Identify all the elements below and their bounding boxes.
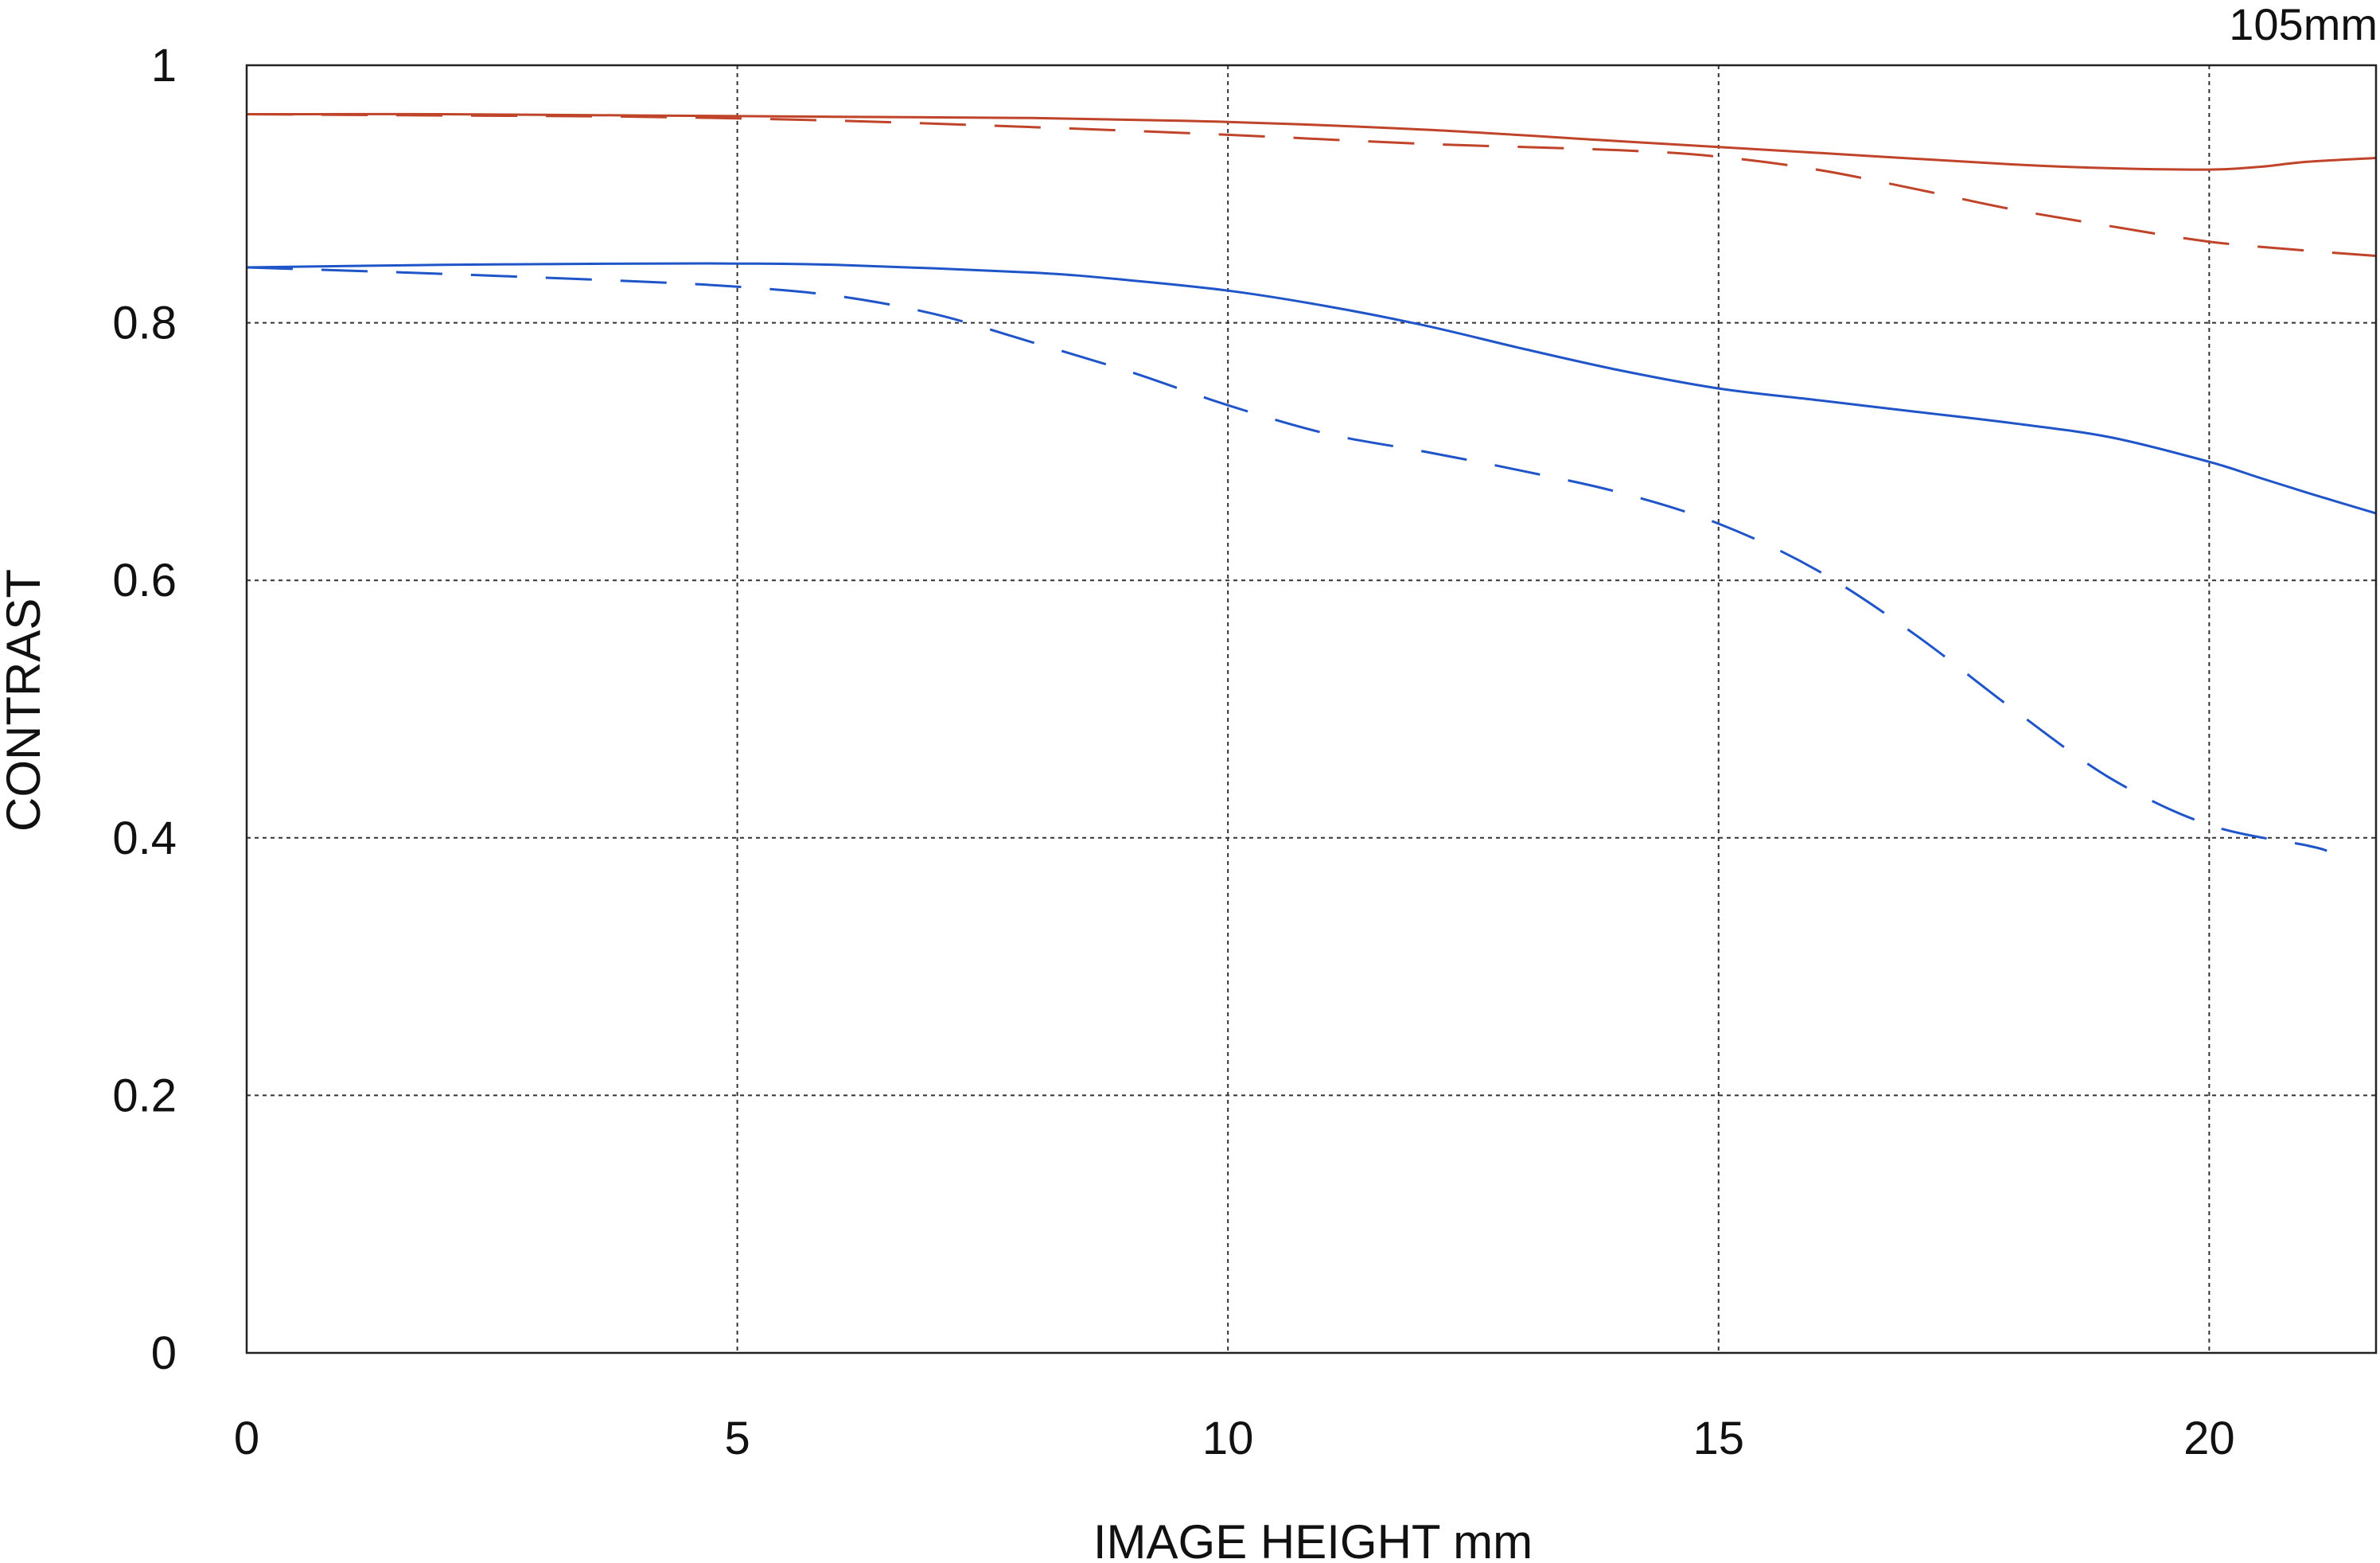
grid-lines: [247, 65, 2376, 1353]
y-tick-label: 0.4: [112, 813, 177, 864]
series-line-1-solid: [246, 112, 2377, 171]
y-tick-label: 1: [151, 40, 177, 92]
plot-frame: [245, 64, 2378, 1354]
series-lines: [246, 112, 2377, 852]
x-tick-label: 10: [1202, 1413, 1254, 1464]
x-tick-label: 0: [234, 1413, 259, 1464]
series-line-4-dashed: [246, 266, 2327, 852]
y-axis-label: CONTRAST: [0, 569, 50, 832]
focal-length-label: 105mm: [2229, 0, 2378, 49]
series-line-2-dashed: [246, 113, 2377, 257]
series-line-3-solid: [246, 262, 2377, 515]
x-axis-label: IMAGE HEIGHT mm: [1093, 1515, 1533, 1563]
y-tick-label: 0: [151, 1327, 177, 1379]
y-tick-label: 0.6: [112, 555, 177, 606]
x-tick-label: 15: [1693, 1413, 1745, 1464]
x-tick-label: 5: [724, 1413, 750, 1464]
tick-labels: 0 5 10 15 20 0 0.2 0.4 0.6 0.8 1: [112, 40, 2234, 1464]
y-tick-label: 0.2: [112, 1070, 177, 1121]
y-tick-label: 0.8: [112, 298, 177, 349]
x-tick-label: 20: [2183, 1413, 2235, 1464]
